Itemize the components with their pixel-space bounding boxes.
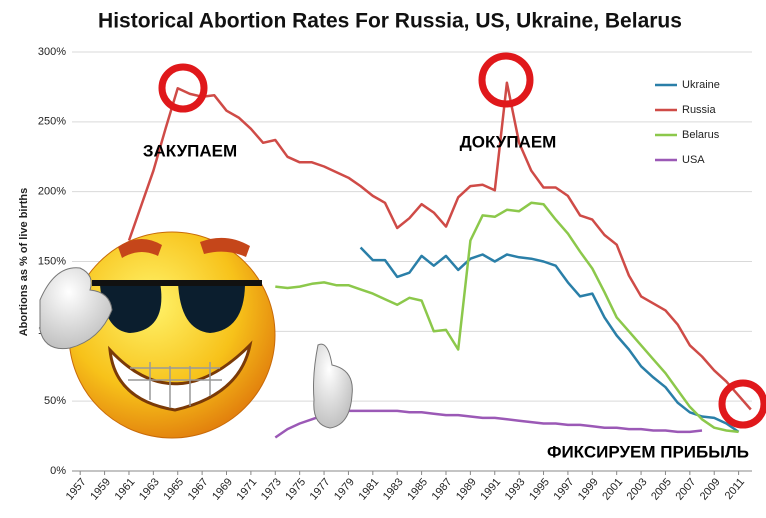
x-tick-label: 2007 bbox=[673, 476, 698, 502]
x-tick-label: 1973 bbox=[259, 476, 284, 502]
x-tick-label: 1971 bbox=[234, 476, 259, 502]
decoration bbox=[39, 52, 766, 439]
chart-title: Historical Abortion Rates For Russia, US… bbox=[98, 10, 682, 33]
x-tick-label: 2001 bbox=[600, 476, 625, 502]
y-tick-label: 250% bbox=[38, 116, 66, 128]
x-tick-label: 1987 bbox=[430, 476, 455, 502]
y-axis-label: Abortions as % of live births bbox=[18, 188, 30, 337]
x-tick-label: 1965 bbox=[161, 476, 186, 502]
legend-label: Ukraine bbox=[682, 79, 720, 91]
series-line bbox=[359, 246, 740, 433]
highlight-circle bbox=[158, 63, 208, 113]
x-tick-label: 1985 bbox=[405, 476, 430, 502]
legend-label: Belarus bbox=[682, 129, 720, 141]
smiley bbox=[39, 231, 353, 439]
annotation: ФИКСИРУЕМ ПРИБЫЛЬ bbox=[547, 442, 749, 461]
y-tick-label: 300% bbox=[38, 46, 66, 58]
x-tick-label: 1979 bbox=[332, 476, 357, 502]
x-tick-label: 2003 bbox=[625, 476, 650, 502]
legend-label: USA bbox=[682, 154, 705, 166]
annotation: ДОКУПАЕМ bbox=[460, 132, 557, 151]
series-line bbox=[275, 201, 739, 434]
annotation: ЗАКУПАЕМ bbox=[143, 141, 237, 160]
y-tick-label: 50% bbox=[44, 395, 66, 407]
x-tick-label: 1993 bbox=[503, 476, 528, 502]
x-tick-label: 1961 bbox=[113, 476, 138, 502]
legend-label: Russia bbox=[682, 104, 717, 116]
x-tick-label: 1967 bbox=[186, 476, 211, 502]
x-tick-label: 1975 bbox=[283, 476, 308, 502]
x-tick-label: 1981 bbox=[356, 476, 381, 502]
x-tick-label: 1977 bbox=[308, 476, 333, 502]
overlay: ЗАКУПАЕМ ДОКУПАЕМ ФИКСИРУЕМ ПРИБЫЛЬ bbox=[143, 132, 749, 461]
x-tick-label: 1963 bbox=[137, 476, 162, 502]
y-tick-label: 150% bbox=[38, 255, 66, 267]
x-tick-label: 1991 bbox=[478, 476, 503, 502]
series-line bbox=[127, 81, 752, 411]
y-tick-label: 200% bbox=[38, 186, 66, 198]
x-tick-label: 1959 bbox=[88, 476, 113, 502]
x-tick-label: 1983 bbox=[381, 476, 406, 502]
x-tick-label: 1969 bbox=[210, 476, 235, 502]
x-tick-label: 2009 bbox=[698, 476, 723, 502]
x-tick-label: 1997 bbox=[552, 476, 577, 502]
highlight-circle bbox=[718, 379, 766, 429]
x-tick-label: 2011 bbox=[723, 476, 747, 502]
x-tick-label: 1995 bbox=[527, 476, 552, 502]
x-tick-label: 1999 bbox=[576, 476, 601, 502]
y-tick-label: 0% bbox=[50, 465, 66, 477]
x-tick-label: 2005 bbox=[649, 476, 674, 502]
x-tick-label: 1989 bbox=[454, 476, 479, 502]
x-tick-label: 1957 bbox=[64, 476, 89, 502]
highlight-circle bbox=[478, 52, 534, 108]
